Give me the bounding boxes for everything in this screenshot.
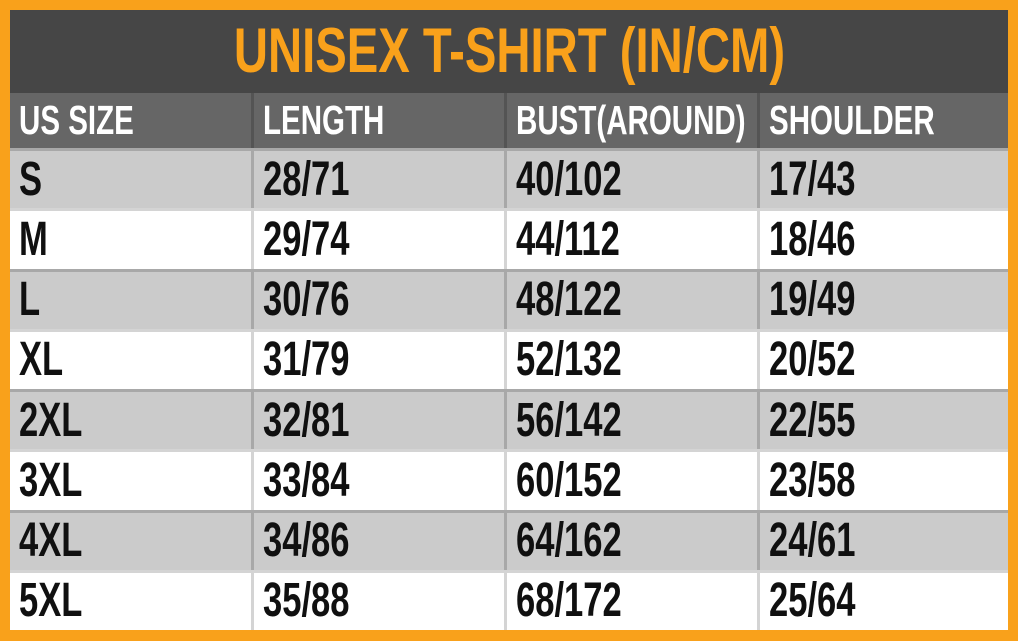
table-row: 5XL 35/88 68/172 25/64 — [10, 569, 1008, 630]
cell-size: S — [10, 151, 254, 209]
cell-bust: 44/112 — [507, 211, 761, 269]
chart-title-band: UNISEX T-SHIRT (IN/CM) — [10, 10, 1008, 93]
cell-bust: 56/142 — [507, 392, 761, 450]
cell-shoulder: 25/64 — [769, 574, 856, 628]
cell-size: 5XL — [10, 572, 254, 630]
cell-size: 4XL — [10, 512, 254, 570]
cell-bust: 40/102 — [507, 151, 761, 209]
table-row: L 30/76 48/122 19/49 — [10, 268, 1008, 329]
chart-title: UNISEX T-SHIRT (IN/CM) — [233, 16, 785, 86]
cell-bust: 64/162 — [507, 512, 761, 570]
cell-length: 31/79 — [254, 331, 507, 389]
cell-size: 3XL — [10, 452, 254, 510]
cell-length: 32/81 — [254, 392, 507, 450]
cell-shoulder: 18/46 — [769, 212, 856, 266]
cell-length: 33/84 — [254, 452, 507, 510]
table-row: 2XL 32/81 56/142 22/55 — [10, 389, 1008, 450]
cell-size: L — [10, 271, 254, 329]
cell-shoulder: 23/58 — [769, 453, 856, 507]
cell-bust: 68/172 — [507, 572, 761, 630]
column-header-length: LENGTH — [254, 93, 507, 148]
cell-size: 2XL — [10, 392, 254, 450]
table-row: XL 31/79 52/132 20/52 — [10, 328, 1008, 389]
table-row: M 29/74 44/112 18/46 — [10, 208, 1008, 269]
table-header-row: US SIZE LENGTH BUST(AROUND) SHOULDER — [10, 93, 1008, 148]
cell-shoulder: 24/61 — [769, 514, 856, 568]
cell-size: M — [10, 211, 254, 269]
cell-length: 34/86 — [254, 512, 507, 570]
cell-shoulder: 19/49 — [769, 273, 856, 327]
cell-length: 28/71 — [254, 151, 507, 209]
table-row: S 28/71 40/102 17/43 — [10, 148, 1008, 209]
cell-length: 30/76 — [254, 271, 507, 329]
cell-bust: 60/152 — [507, 452, 761, 510]
table-row: 4XL 34/86 64/162 24/61 — [10, 509, 1008, 570]
cell-length: 35/88 — [254, 572, 507, 630]
cell-length: 29/74 — [254, 211, 507, 269]
column-header-bust: BUST(AROUND) — [507, 93, 761, 148]
cell-size: XL — [10, 331, 254, 389]
cell-shoulder: 22/55 — [769, 393, 856, 447]
size-chart-table: UNISEX T-SHIRT (IN/CM) US SIZE LENGTH BU… — [10, 10, 1008, 630]
cell-bust: 48/122 — [507, 271, 761, 329]
column-header-us-size: US SIZE — [10, 93, 254, 148]
column-header-shoulder: SHOULDER — [769, 97, 936, 143]
cell-shoulder: 17/43 — [769, 152, 856, 206]
cell-shoulder: 20/52 — [769, 333, 856, 387]
cell-bust: 52/132 — [507, 331, 761, 389]
table-row: 3XL 33/84 60/152 23/58 — [10, 449, 1008, 510]
